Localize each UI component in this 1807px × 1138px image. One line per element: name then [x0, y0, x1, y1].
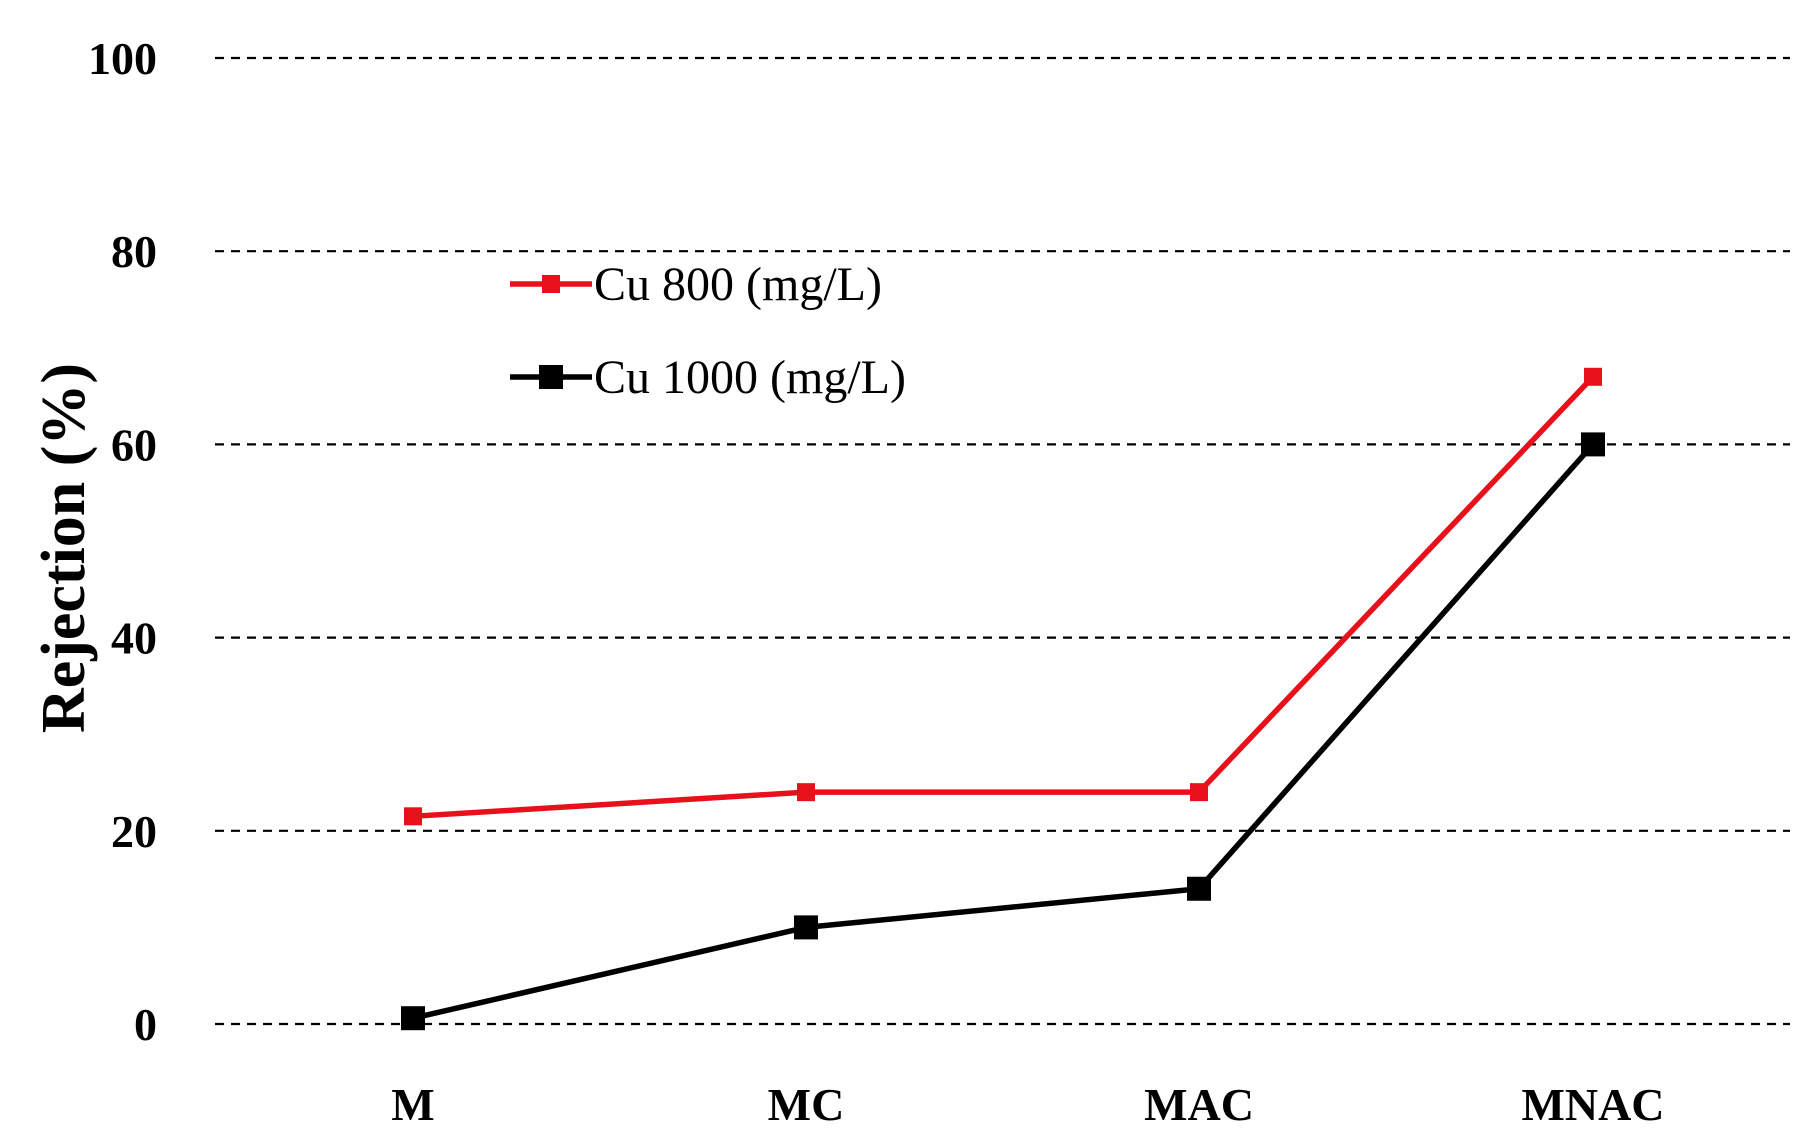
- y-axis-title: Rejection (%): [30, 363, 98, 733]
- data-point: [404, 807, 422, 826]
- gridlines: [215, 56, 1790, 1026]
- legend-label: Cu 1000 (mg/L): [594, 351, 906, 404]
- data-point: [797, 783, 815, 802]
- data-point: [1584, 367, 1602, 386]
- legend-item: Cu 1000 (mg/L): [510, 351, 906, 404]
- series-line: [412, 374, 1595, 820]
- y-tick-label: 40: [111, 613, 157, 664]
- x-axis-ticks: M MC MAC MNAC: [391, 1079, 1664, 1130]
- data-point: [794, 915, 818, 940]
- x-tick-label: MAC: [1144, 1079, 1254, 1130]
- legend-marker: [542, 275, 560, 293]
- x-tick-label: MC: [768, 1079, 845, 1130]
- data-point: [1187, 876, 1211, 901]
- x-tick-label: M: [391, 1079, 434, 1130]
- y-tick-label: 60: [111, 419, 157, 470]
- y-tick-label: 80: [111, 226, 157, 277]
- y-tick-label: 0: [134, 999, 157, 1050]
- series: [401, 367, 1605, 1031]
- legend-label: Cu 800 (mg/L): [594, 258, 882, 311]
- series-1: [401, 432, 1605, 1031]
- y-tick-label: 20: [111, 806, 157, 857]
- data-point: [1190, 783, 1208, 802]
- y-axis-ticks: 0 20 40 60 80 100: [88, 33, 157, 1050]
- data-point: [1581, 432, 1605, 457]
- legend-marker: [539, 365, 563, 389]
- series-0: [404, 367, 1602, 826]
- legend: Cu 800 (mg/L) Cu 1000 (mg/L): [510, 258, 906, 404]
- series-line: [412, 442, 1596, 1021]
- data-point: [401, 1006, 425, 1031]
- legend-item: Cu 800 (mg/L): [510, 258, 882, 311]
- x-tick-label: MNAC: [1521, 1079, 1664, 1130]
- y-tick-label: 100: [88, 33, 157, 84]
